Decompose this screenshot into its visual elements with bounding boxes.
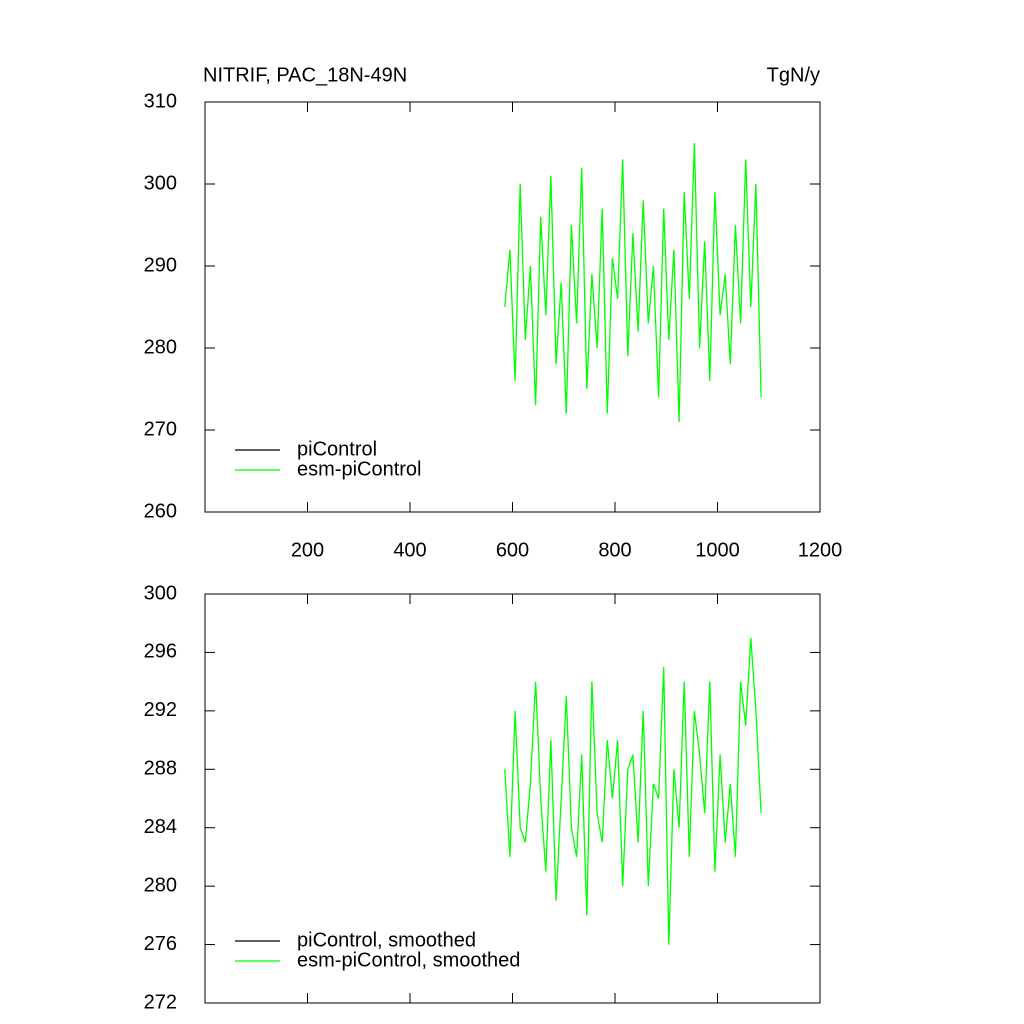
y-tick-label: 280 — [144, 336, 177, 358]
legend-label: esm-piControl, smoothed — [297, 949, 520, 971]
series-line — [504, 637, 762, 945]
y-tick-label: 272 — [144, 991, 177, 1013]
x-tick-label: 600 — [496, 539, 529, 561]
y-tick-label: 260 — [144, 500, 177, 522]
y-tick-label: 284 — [144, 816, 177, 838]
units-label: TgN/y — [767, 64, 820, 86]
y-tick-label: 288 — [144, 758, 177, 780]
x-tick-label: 1200 — [798, 539, 843, 561]
x-tick-label: 800 — [598, 539, 631, 561]
y-tick-label: 292 — [144, 699, 177, 721]
chart-title: NITRIF, PAC_18N-49N — [203, 64, 407, 86]
x-tick-label: 1000 — [695, 539, 740, 561]
x-tick-label: 200 — [291, 539, 324, 561]
y-tick-label: 310 — [144, 90, 177, 112]
y-tick-label: 300 — [144, 172, 177, 194]
y-tick-label: 300 — [144, 582, 177, 604]
legend-label: esm-piControl — [297, 458, 421, 480]
y-tick-label: 276 — [144, 933, 177, 955]
legend-label: piControl — [297, 438, 377, 460]
x-tick-label: 400 — [393, 539, 426, 561]
y-tick-label: 270 — [144, 418, 177, 440]
series-line — [504, 142, 762, 422]
y-tick-label: 290 — [144, 254, 177, 276]
legend-label: piControl, smoothed — [297, 929, 476, 951]
y-tick-label: 280 — [144, 874, 177, 896]
y-tick-label: 296 — [144, 641, 177, 663]
